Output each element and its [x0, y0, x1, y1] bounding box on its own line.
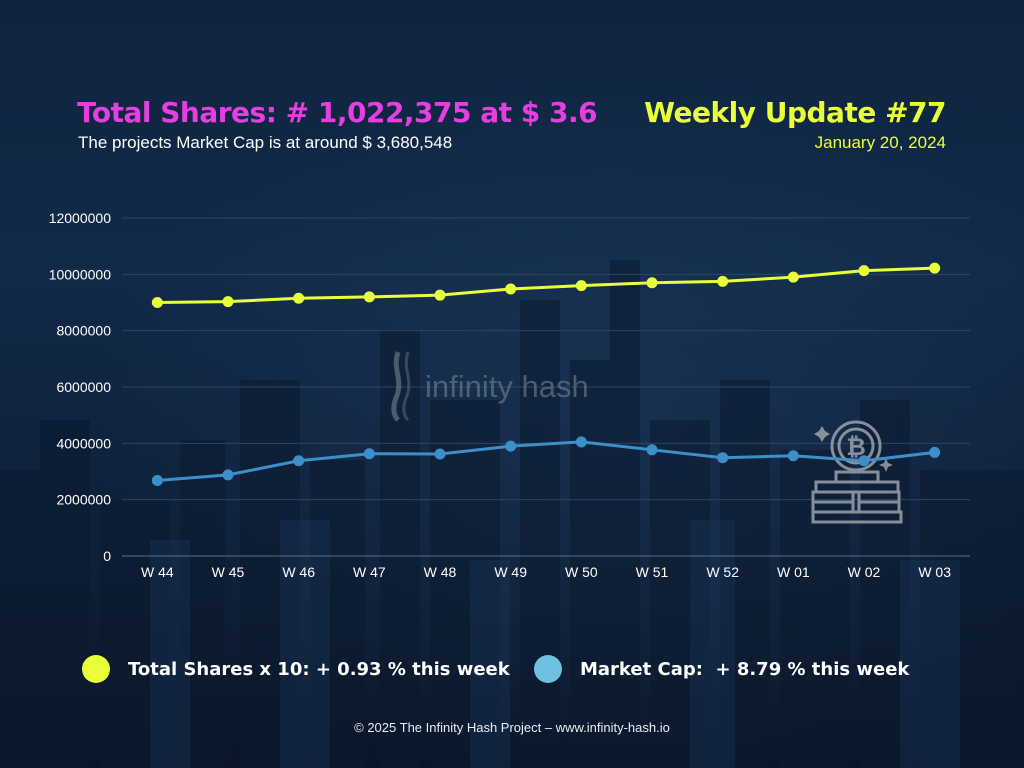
data-point-market-cap: [858, 455, 870, 467]
data-point-market-cap: [363, 448, 375, 460]
data-point-total-shares-x-10: [434, 289, 446, 301]
series-line-total-shares-x-10: [157, 266, 935, 304]
data-point-total-shares-x-10: [222, 296, 234, 308]
legend-swatch-blue: [534, 655, 562, 683]
data-point-market-cap: [787, 450, 799, 462]
data-point-market-cap: [222, 469, 234, 481]
y-tick-label: 6000000: [56, 379, 111, 395]
y-tick-label: 10000000: [49, 266, 112, 282]
data-point-market-cap: [717, 452, 729, 464]
data-point-market-cap: [293, 455, 305, 467]
footer-copyright: © 2025 The Infinity Hash Project – www.i…: [354, 720, 670, 735]
data-point-market-cap: [434, 448, 446, 460]
y-tick-label: 8000000: [56, 323, 111, 339]
update-date: January 20, 2024: [814, 133, 946, 152]
data-point-total-shares-x-10: [363, 291, 375, 303]
y-tick-label: 0: [103, 548, 111, 564]
legend-item-market-cap: Market Cap: + 8.79 % this week: [534, 655, 909, 683]
x-tick-label: W 50: [565, 564, 598, 580]
weekly-update-title: Weekly Update #77: [644, 96, 946, 129]
legend-item-total-shares: Total Shares x 10: + 0.93 % this week: [82, 655, 510, 683]
data-point-market-cap: [929, 446, 941, 458]
y-tick-label: 2000000: [56, 492, 111, 508]
x-tick-label: W 52: [706, 564, 739, 580]
data-point-market-cap: [151, 475, 163, 487]
bitcoin-stack-icon: ₿: [811, 420, 903, 524]
data-point-total-shares-x-10: [929, 262, 941, 274]
data-point-total-shares-x-10: [505, 283, 517, 295]
data-point-market-cap: [505, 440, 517, 452]
x-tick-label: W 03: [918, 564, 951, 580]
x-tick-label: W 49: [494, 564, 527, 580]
y-tick-label: 12000000: [49, 210, 112, 226]
total-shares-title: Total Shares: # 1,022,375 at $ 3.6: [77, 96, 598, 129]
x-tick-label: W 01: [777, 564, 810, 580]
svg-text:₿: ₿: [846, 433, 866, 461]
data-point-total-shares-x-10: [646, 277, 658, 289]
series-line-market-cap: [157, 440, 935, 483]
x-tick-label: W 51: [636, 564, 669, 580]
x-tick-label: W 48: [424, 564, 457, 580]
data-point-total-shares-x-10: [858, 265, 870, 277]
market-cap-subtitle: The projects Market Cap is at around $ 3…: [78, 133, 453, 152]
data-point-total-shares-x-10: [575, 280, 587, 292]
legend-label-market-cap: Market Cap: + 8.79 % this week: [580, 658, 910, 680]
data-point-total-shares-x-10: [151, 297, 163, 308]
legend-label-total-shares: Total Shares x 10: + 0.93 % this week: [128, 658, 510, 680]
data-point-total-shares-x-10: [787, 271, 799, 283]
data-point-market-cap: [575, 436, 587, 448]
data-point-total-shares-x-10: [293, 292, 305, 304]
data-point-market-cap: [646, 444, 658, 456]
legend-swatch-yellow: [82, 655, 110, 683]
watermark-brand: infinity hash: [425, 369, 589, 404]
x-tick-label: W 47: [353, 564, 386, 580]
x-tick-label: W 45: [212, 564, 245, 580]
x-tick-label: W 46: [282, 564, 315, 580]
infinity-hash-logo-icon: [391, 351, 411, 422]
x-tick-label: W 02: [848, 564, 881, 580]
x-tick-label: W 44: [141, 564, 174, 580]
y-tick-label: 4000000: [56, 435, 111, 451]
data-point-total-shares-x-10: [717, 275, 729, 287]
